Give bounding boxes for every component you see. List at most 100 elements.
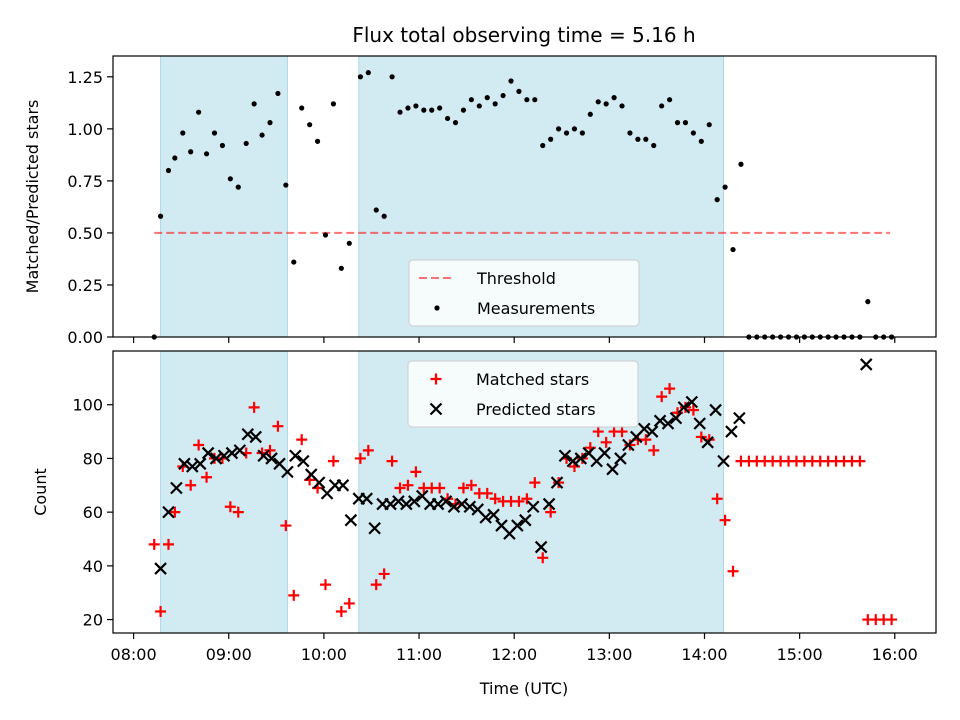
- measurement-point: [666, 97, 673, 103]
- predicted-star-point: [550, 476, 564, 489]
- matched-star-point: [264, 444, 276, 456]
- top-series-measurements: [151, 70, 895, 340]
- predicted-star-point: [574, 452, 588, 465]
- measurement-point: [373, 207, 379, 213]
- predicted-star-point: [677, 401, 691, 414]
- measurement-point: [548, 136, 554, 142]
- matched-star-point: [529, 477, 541, 489]
- measurement-point: [251, 101, 257, 107]
- predicted-star-point: [542, 497, 556, 511]
- bottom-y-axis-label: Count: [31, 468, 50, 516]
- matched-star-point: [656, 391, 668, 403]
- predicted-star-point: [693, 417, 707, 430]
- measurement-point: [587, 111, 593, 117]
- legend-measurement-swatch: [434, 305, 440, 311]
- matched-star-point: [592, 426, 604, 438]
- predicted-star-point: [859, 358, 873, 371]
- measurement-point: [659, 103, 665, 109]
- measurement-point: [651, 142, 657, 149]
- measurement-point: [227, 176, 233, 182]
- predicted-star-point: [725, 425, 738, 438]
- measurement-point: [429, 107, 435, 113]
- predicted-star-point: [519, 513, 532, 527]
- measurement-point: [682, 120, 689, 126]
- matched-star-point: [370, 579, 382, 591]
- predicted-star-point: [447, 500, 461, 514]
- matched-star-point: [854, 455, 866, 467]
- predicted-star-point: [645, 425, 659, 438]
- measurement-point: [259, 132, 265, 138]
- legend-label: Matched stars: [476, 370, 589, 389]
- top-shaded-interval-1: [160, 55, 288, 338]
- bottom-y-tick-label: 100: [72, 396, 103, 415]
- predicted-star-point: [511, 519, 524, 532]
- predicted-star-point: [281, 465, 294, 479]
- measurement-point: [243, 140, 249, 147]
- predicted-star-point: [526, 500, 540, 514]
- matched-star-point: [434, 482, 446, 494]
- matched-star-point: [457, 482, 469, 494]
- measurement-point: [508, 78, 514, 84]
- predicted-star-point: [297, 454, 310, 468]
- matched-star-point: [163, 538, 175, 550]
- measurement-point: [421, 107, 427, 113]
- matched-star-point: [335, 606, 347, 618]
- bottom-series-predicted-stars: [154, 358, 873, 575]
- measurement-point: [476, 103, 482, 109]
- predicted-star-point: [455, 497, 469, 511]
- predicted-star-point: [566, 454, 580, 468]
- measurement-point: [157, 213, 164, 219]
- matched-star-point: [378, 568, 390, 580]
- top-legend: Threshold Measurements: [408, 259, 640, 327]
- x-tick-label: 14:00: [681, 645, 727, 664]
- measurement-point: [865, 299, 871, 305]
- measurement-point: [611, 95, 617, 101]
- predicted-star-point: [154, 562, 167, 575]
- measurement-point: [722, 184, 728, 190]
- x-tick-label: 13:00: [586, 645, 632, 664]
- measurement-point: [437, 105, 443, 111]
- predicted-star-point: [534, 540, 548, 554]
- measurement-point: [413, 103, 419, 109]
- measurement-point: [444, 115, 451, 122]
- measurement-point: [627, 130, 633, 136]
- measurement-point: [219, 142, 226, 149]
- predicted-star-point: [606, 462, 619, 476]
- x-tick-label: 16:00: [872, 645, 918, 664]
- measurement-point: [603, 101, 609, 107]
- predicted-star-point: [241, 427, 255, 441]
- matched-star-point: [711, 493, 723, 505]
- legend-label: Threshold: [476, 269, 556, 288]
- predicted-star-point: [209, 452, 223, 465]
- measurement-point: [524, 97, 530, 103]
- matched-star-point: [640, 434, 652, 446]
- legend-matched-swatch: [430, 373, 442, 385]
- measurement-point: [571, 126, 578, 132]
- predicted-star-point: [431, 497, 445, 511]
- predicted-star-point: [463, 500, 477, 514]
- predicted-star-point: [701, 436, 714, 449]
- measurement-point: [714, 197, 720, 203]
- bottom-y-tick-label: 40: [83, 557, 103, 576]
- measurement-point: [357, 74, 363, 80]
- predicted-star-point: [249, 430, 262, 444]
- matched-star-point: [296, 434, 308, 446]
- measurement-point: [452, 120, 459, 126]
- measurement-point: [738, 161, 744, 167]
- predicted-star-point: [400, 497, 413, 511]
- top-y-tick-label: 0.00: [67, 328, 103, 347]
- measurement-point: [283, 182, 289, 188]
- measurement-point: [460, 107, 467, 113]
- predicted-star-point: [479, 511, 492, 524]
- predicted-star-point: [598, 446, 611, 460]
- measurement-point: [516, 88, 522, 94]
- measurement-point: [500, 92, 506, 99]
- x-axis-label: Time (UTC): [479, 679, 568, 698]
- measurement-point: [643, 136, 649, 142]
- predicted-star-point: [733, 411, 746, 425]
- measurement-point: [322, 232, 329, 238]
- predicted-star-point: [368, 521, 381, 535]
- measurement-point: [468, 97, 474, 103]
- top-y-axis-label: Matched/Predicted stars: [23, 100, 42, 294]
- matched-star-point: [600, 436, 612, 448]
